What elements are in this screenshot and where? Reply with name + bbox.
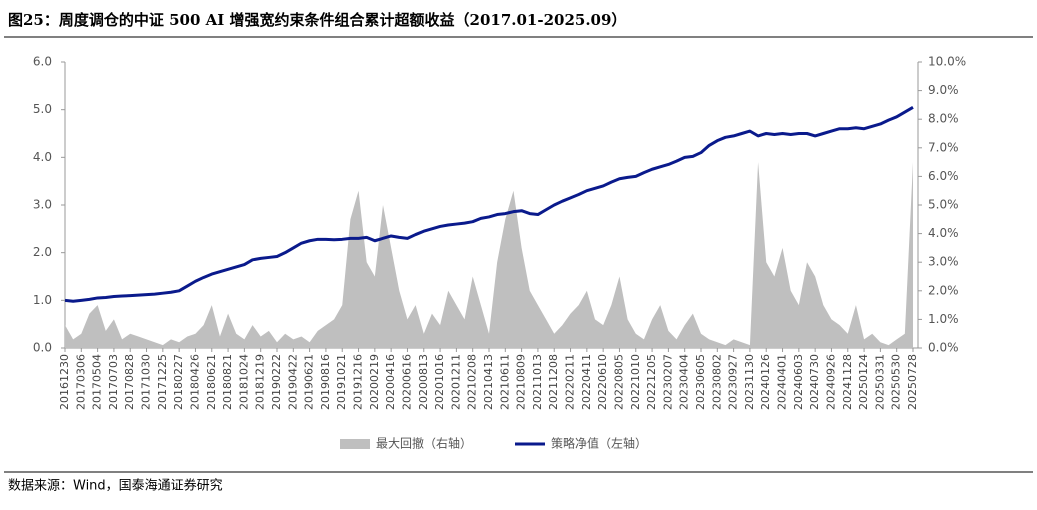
x-tick-label: 20221205 (645, 354, 658, 410)
y-tick-label: 6.0 (33, 55, 52, 69)
y2-tick-label: 0.0% (928, 341, 959, 355)
x-tick-label: 20230802 (710, 354, 723, 410)
y-tick-label: 0.0 (33, 341, 52, 355)
x-tick-label: 20170703 (107, 354, 120, 410)
x-tick-label: 20220211 (564, 354, 577, 410)
x-tick-label: 20230605 (694, 354, 707, 410)
x-tick-label: 20250728 (906, 354, 919, 410)
x-tick-label: 20230207 (661, 354, 674, 410)
x-tick-label: 20171225 (156, 354, 169, 410)
chart-title: 图25：周度调仓的中证 500 AI 增强宽约束条件组合累计超额收益（2017.… (8, 11, 626, 29)
x-tick-label: 20200416 (384, 354, 397, 410)
y2-tick-label: 8.0% (928, 112, 959, 126)
source: 数据来源：Wind，国泰海通证券研究 (8, 478, 223, 494)
x-tick-label: 20250124 (857, 354, 870, 410)
y2-tick-label: 1.0% (928, 312, 959, 326)
drawdown-area (65, 162, 913, 348)
legend-swatch (340, 439, 370, 449)
nav-line (64, 105, 914, 303)
y-tick-label: 2.0 (33, 245, 52, 259)
y-tick-label: 3.0 (33, 198, 52, 212)
x-tick-label: 20230404 (678, 354, 691, 410)
x-tick-label: 20230927 (727, 354, 740, 410)
x-tick-label: 20190222 (270, 354, 283, 410)
y2-tick-label: 3.0% (928, 255, 959, 269)
x-tick-label: 20220411 (580, 354, 593, 410)
y2-tick-label: 4.0% (928, 226, 959, 240)
x-tick-label: 20181219 (254, 354, 267, 410)
y-tick-label: 5.0 (33, 102, 52, 116)
x-tick-label: 20210809 (515, 354, 528, 410)
x-tick-label: 20220805 (612, 354, 625, 410)
x-tick-label: 20241128 (841, 354, 854, 410)
x-tick-label: 20200616 (400, 354, 413, 410)
x-tick-label: 20220610 (596, 354, 609, 410)
x-tick-label: 20210611 (498, 354, 511, 410)
x-tick-label: 20201211 (449, 354, 462, 410)
x-tick-label: 20200813 (417, 354, 430, 410)
x-tick-label: 20240926 (824, 354, 837, 410)
x-tick-label: 20211013 (531, 354, 544, 410)
x-tick-label: 20211208 (547, 354, 560, 410)
x-tick-label: 20170828 (123, 354, 136, 410)
y2-tick-label: 9.0% (928, 83, 959, 97)
x-tick-label: 20180821 (221, 354, 234, 410)
x-tick-label: 20191216 (352, 354, 365, 410)
y-tick-label: 1.0 (33, 293, 52, 307)
x-tick-label: 20201016 (433, 354, 446, 410)
x-tick-label: 20250530 (890, 354, 903, 410)
x-tick-label: 20200219 (368, 354, 381, 410)
x-tick-label: 20161230 (58, 354, 71, 410)
y2-tick-label: 7.0% (928, 140, 959, 154)
x-tick-label: 20180621 (205, 354, 218, 410)
x-tick-label: 20190816 (319, 354, 332, 410)
legend-label: 最大回撤（右轴） (376, 436, 472, 451)
x-tick-label: 20170306 (74, 354, 87, 410)
x-tick-label: 20181024 (237, 354, 250, 410)
x-tick-label: 20190621 (303, 354, 316, 410)
x-tick-label: 20210208 (466, 354, 479, 410)
y2-tick-label: 10.0% (928, 55, 966, 69)
legend-label: 策略净值（左轴） (551, 436, 647, 451)
x-tick-label: 20180227 (172, 354, 185, 410)
y2-tick-label: 6.0% (928, 169, 959, 183)
x-tick-label: 20191021 (335, 354, 348, 410)
y2-tick-label: 5.0% (928, 198, 959, 212)
x-tick-label: 20240730 (808, 354, 821, 410)
x-tick-label: 20190422 (286, 354, 299, 410)
x-tick-label: 20240126 (759, 354, 772, 410)
y2-tick-label: 2.0% (928, 283, 959, 297)
x-tick-label: 20240401 (776, 354, 789, 410)
x-tick-label: 20170504 (91, 354, 104, 410)
x-tick-label: 20221010 (629, 354, 642, 410)
x-tick-label: 20250331 (873, 354, 886, 410)
x-tick-label: 20171030 (140, 354, 153, 410)
x-tick-label: 20231130 (743, 354, 756, 410)
x-tick-label: 20180426 (188, 354, 201, 410)
x-tick-label: 20210413 (482, 354, 495, 410)
y-tick-label: 4.0 (33, 150, 52, 164)
x-tick-label: 20240603 (792, 354, 805, 410)
